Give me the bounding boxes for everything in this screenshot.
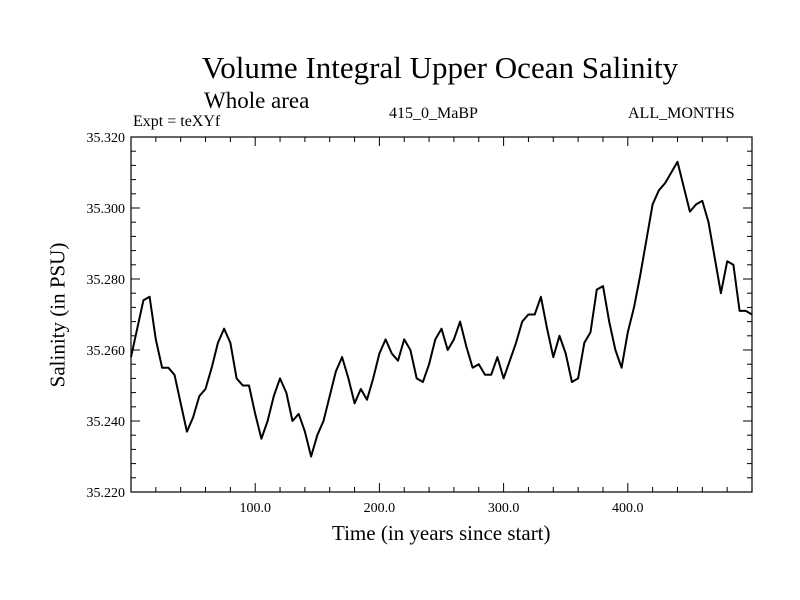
- y-tick-label: 35.220: [87, 486, 126, 501]
- y-tick-label: 35.300: [87, 202, 126, 217]
- months-label: ALL_MONTHS: [628, 105, 735, 122]
- x-axis-label: Time (in years since start): [332, 521, 551, 545]
- y-tick-label: 35.320: [87, 131, 126, 146]
- axis-tick-labels: 100.0 200.0 300.0 400.0 35.220 35.240 35.260 35…: [87, 131, 644, 516]
- chart-title: Volume Integral Upper Ocean Salinity: [201, 50, 679, 85]
- experiment-label: Expt = teXYf: [133, 113, 221, 130]
- run-label: 415_0_MaBP: [389, 105, 478, 122]
- y-tick-label: 35.280: [87, 273, 126, 288]
- x-tick-label: 400.0: [612, 501, 644, 516]
- y-tick-label: 35.260: [87, 344, 126, 359]
- x-tick-label: 100.0: [239, 501, 271, 516]
- axis-ticks: [131, 137, 752, 492]
- y-tick-label: 35.240: [87, 415, 126, 430]
- salinity-series-line: [130, 160, 753, 458]
- x-tick-label: 300.0: [488, 501, 520, 516]
- chart-subtitle: Whole area: [204, 88, 310, 113]
- x-tick-label: 200.0: [364, 501, 396, 516]
